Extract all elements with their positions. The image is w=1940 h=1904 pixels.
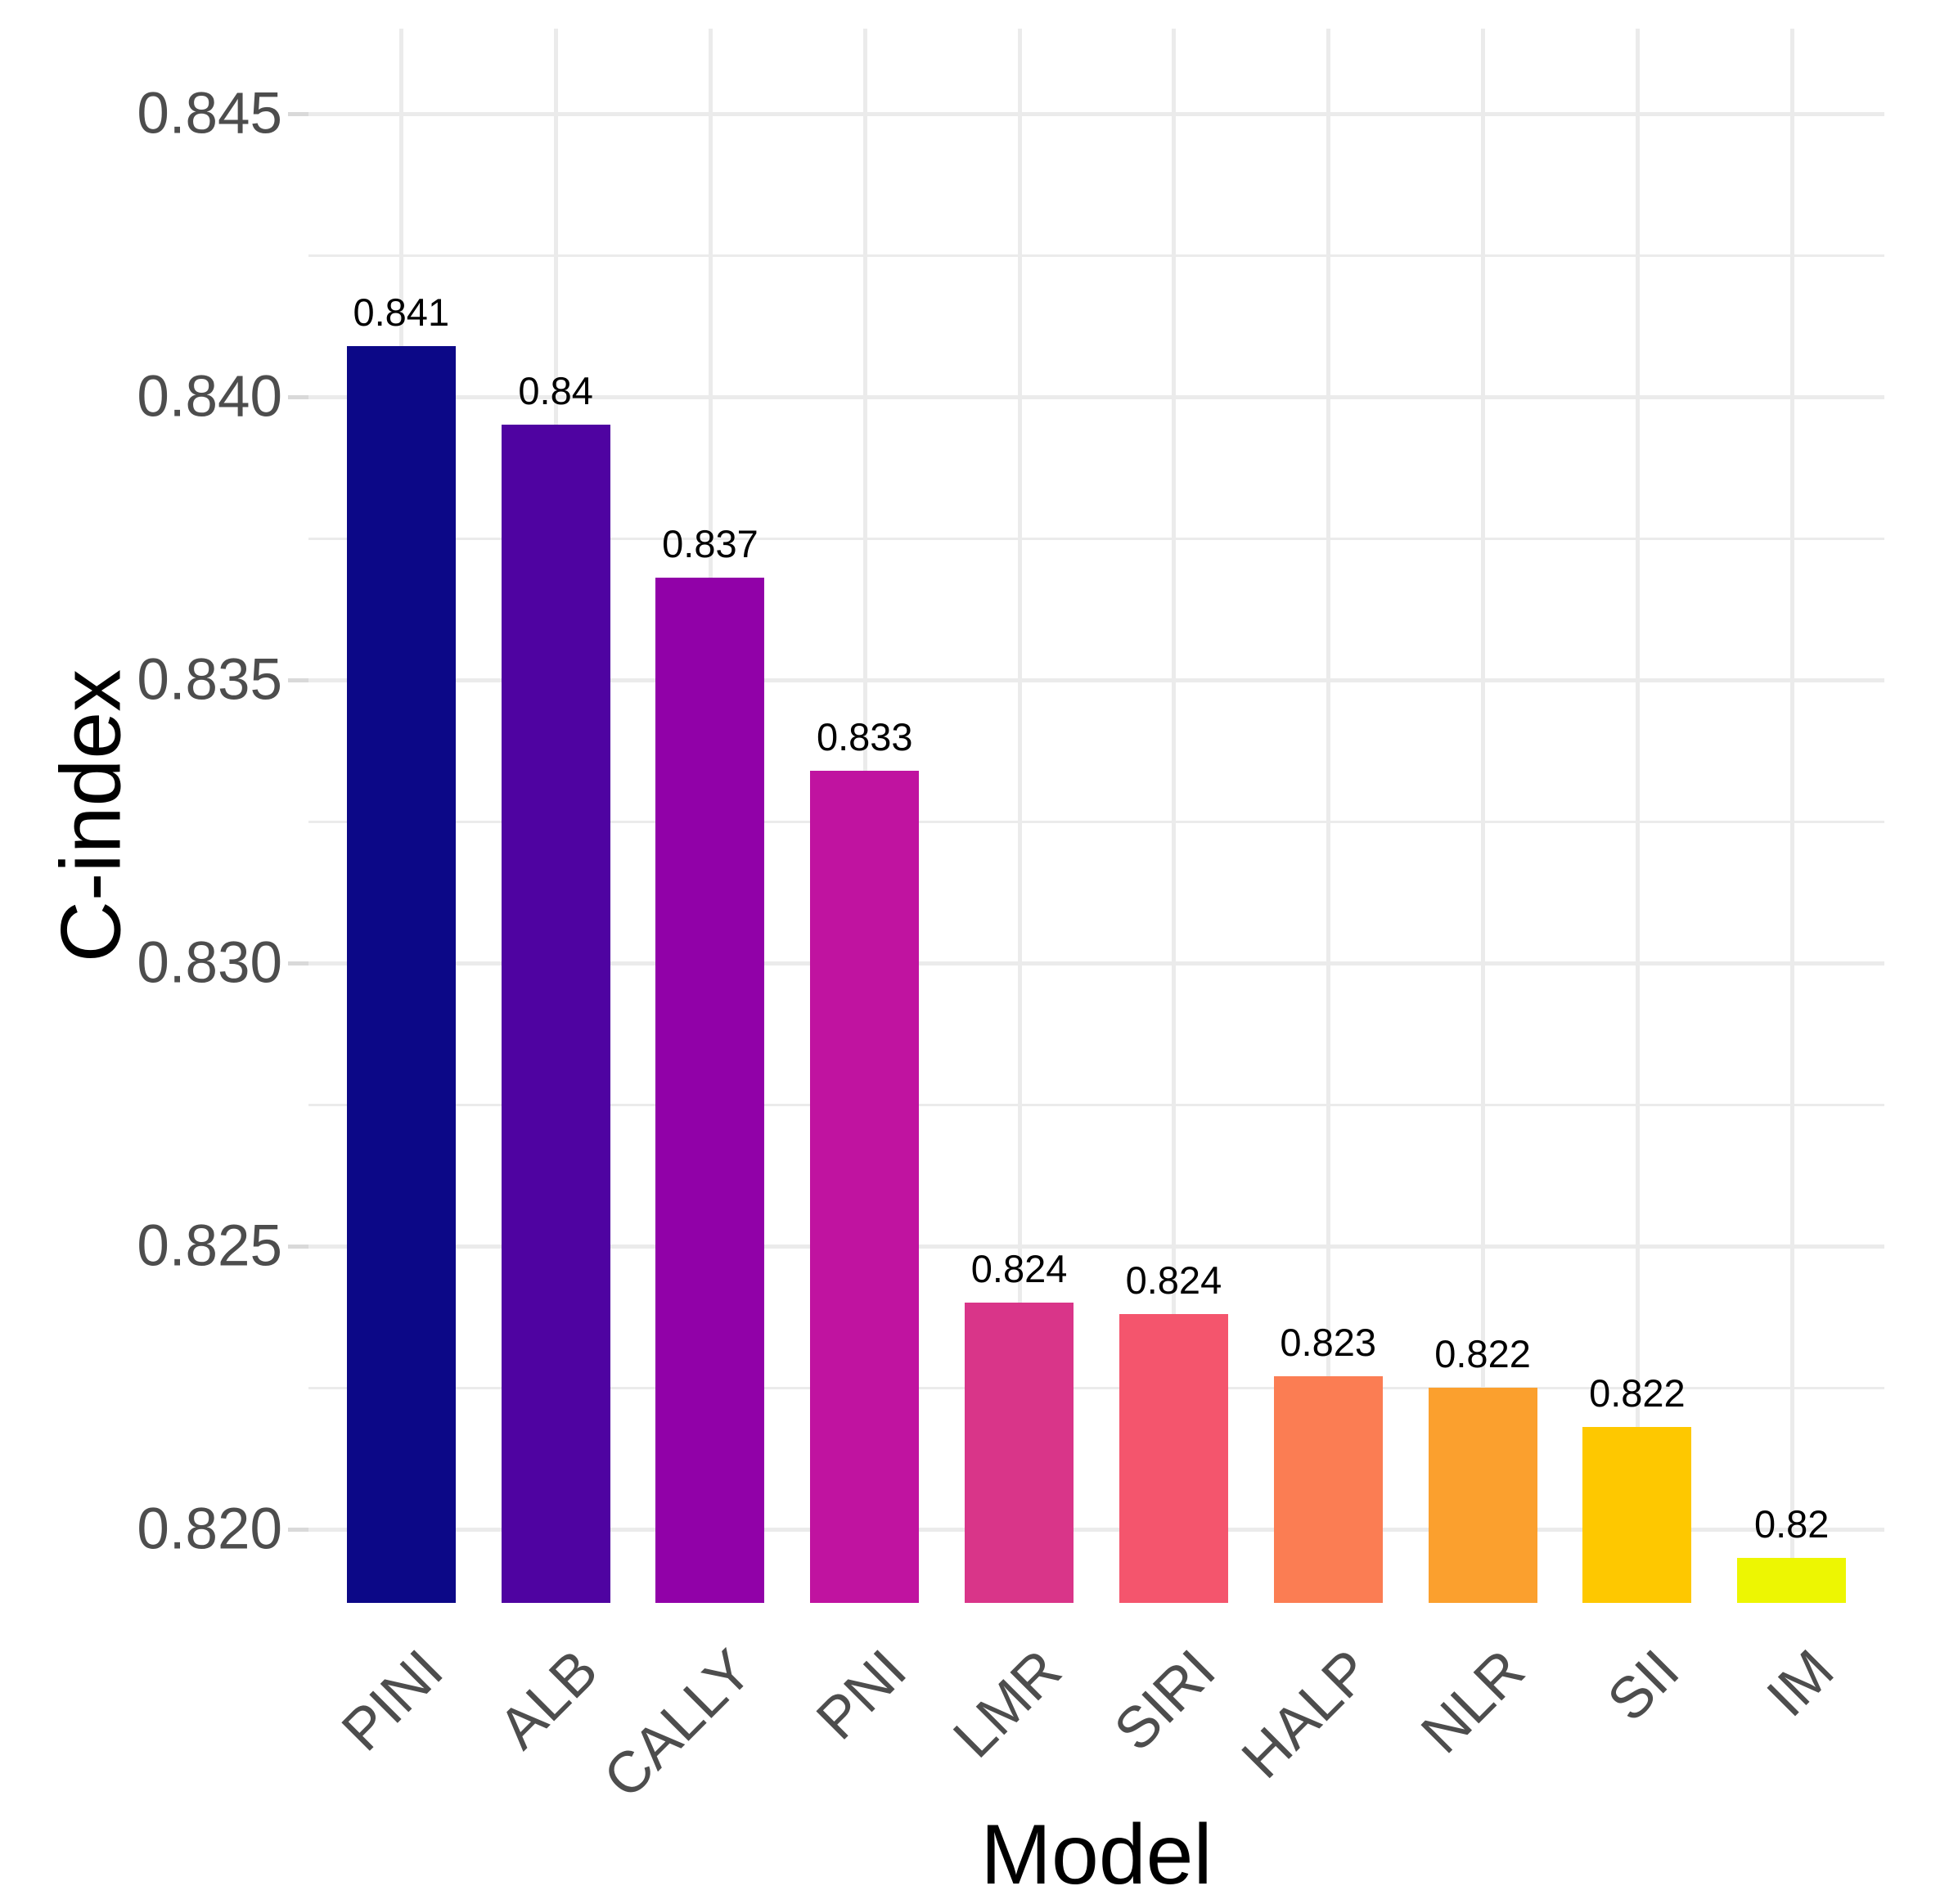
bar: [1582, 1427, 1692, 1603]
y-tick-label: 0.845: [137, 81, 282, 146]
bar: [1119, 1314, 1228, 1603]
minor-gridline: [308, 1387, 1884, 1389]
bar-value-label: 0.82: [1753, 1501, 1830, 1546]
major-gridline: [308, 111, 1884, 116]
bar-value-label: 0.841: [353, 290, 450, 334]
category-gridline: [1635, 29, 1640, 1603]
y-tick-label: 0.840: [137, 364, 282, 430]
bar-value-label: 0.84: [518, 369, 593, 413]
plot-panel: 0.841 0.84 0.837 0.833 0.824 0.824 0.823 0.822 0…: [308, 29, 1884, 1603]
category-gridline: [1172, 29, 1177, 1603]
x-tick-label: SIRI: [1102, 1637, 1228, 1764]
category-gridline: [1326, 29, 1331, 1603]
x-tick-label: LMR: [941, 1637, 1074, 1771]
y-tick-label: 0.835: [137, 647, 282, 713]
bar-value-label: 0.824: [1125, 1258, 1222, 1303]
major-gridline: [308, 1528, 1884, 1533]
category-gridline: [1017, 29, 1022, 1603]
bar: [501, 425, 610, 1603]
y-axis-title: C-index: [43, 668, 139, 963]
x-tick-label: PNI: [804, 1637, 920, 1753]
x-axis-title: Model: [980, 1807, 1213, 1902]
minor-gridline: [308, 254, 1884, 257]
x-tick-label: HALP: [1229, 1637, 1383, 1791]
minor-gridline: [308, 537, 1884, 540]
y-tick-mark: [288, 394, 308, 399]
major-gridline: [308, 961, 1884, 966]
category-gridline: [1481, 29, 1486, 1603]
major-gridline: [308, 394, 1884, 399]
y-tick-label: 0.825: [137, 1213, 282, 1279]
y-tick-mark: [288, 111, 308, 116]
y-tick-mark: [288, 1528, 308, 1533]
bar-value-label: 0.823: [1280, 1321, 1377, 1365]
bar-value-label: 0.822: [1589, 1371, 1686, 1416]
x-tick-label: PINI: [330, 1637, 456, 1764]
y-tick-label: 0.830: [137, 930, 282, 996]
y-tick-mark: [288, 961, 308, 966]
bar: [1737, 1557, 1847, 1603]
minor-gridline: [308, 820, 1884, 823]
bar-value-label: 0.833: [816, 714, 913, 758]
major-gridline: [308, 677, 1884, 682]
minor-gridline: [308, 1103, 1884, 1106]
bar: [346, 345, 456, 1603]
y-tick-label: 0.820: [137, 1497, 282, 1562]
x-tick-label: CALLY: [592, 1637, 765, 1811]
y-tick-mark: [288, 677, 308, 682]
bar: [1428, 1388, 1537, 1603]
x-tick-label: IM: [1754, 1637, 1847, 1730]
bar-value-label: 0.837: [662, 522, 758, 566]
bar: [655, 578, 765, 1603]
bar: [810, 770, 920, 1603]
bar: [965, 1303, 1074, 1603]
x-tick-label: ALB: [486, 1637, 610, 1762]
bar-value-label: 0.824: [970, 1247, 1068, 1291]
x-tick-label: NLR: [1409, 1637, 1537, 1767]
bar: [1273, 1376, 1383, 1603]
bar-value-label: 0.822: [1434, 1332, 1531, 1376]
y-tick-mark: [288, 1244, 308, 1249]
x-tick-label: SII: [1596, 1637, 1692, 1734]
major-gridline: [308, 1244, 1884, 1249]
category-gridline: [1789, 29, 1794, 1603]
